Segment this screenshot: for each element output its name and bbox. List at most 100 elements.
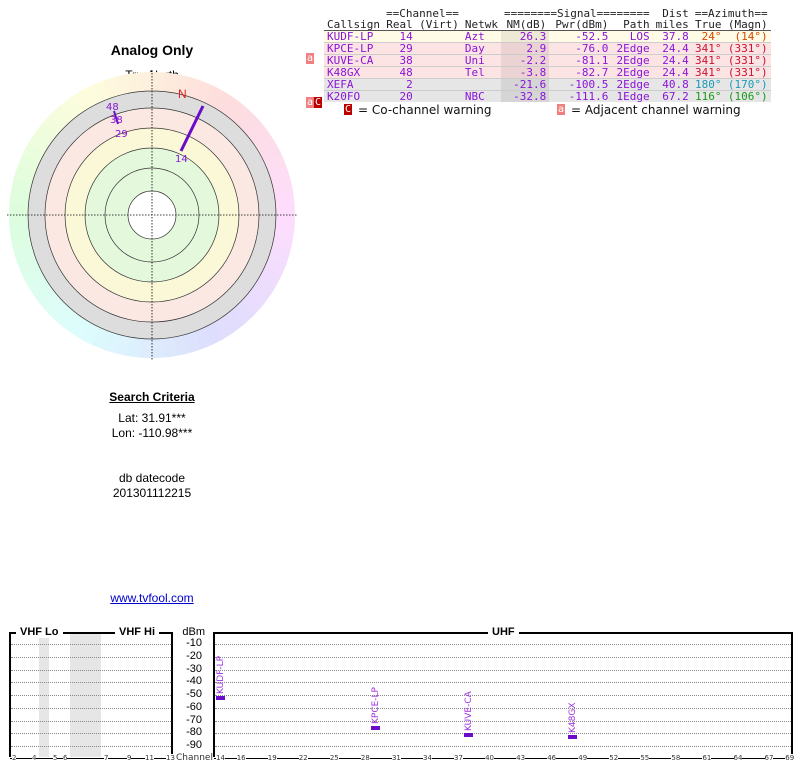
cell-nm: 26.3 [500,30,550,43]
cell-nm: -21.6 [500,78,550,91]
polar-label: 38 [110,115,123,126]
column-header: Real [382,19,416,31]
y-tick-label: -70 [186,713,202,726]
color-ring-segment [239,113,263,137]
cell-path: 2Edge [611,54,653,67]
cell-dist: 24.4 [652,42,692,55]
column-header: NM(dB) [500,19,550,31]
table-row[interactable]: KUDF-LP 14 Azt 26.3 -52.5 LOS 37.8 24° (14°) [324,30,771,43]
gridline [215,733,791,735]
color-ring-segment [22,142,46,163]
tvfool-link[interactable]: www.tvfool.com [110,591,194,605]
channel-tick: 31 [391,754,401,762]
gridline [215,644,791,645]
station-label: KUVE-CA [464,690,475,731]
signal-bar[interactable] [371,726,381,731]
cell-dist: 67.2 [652,90,692,102]
table-row[interactable]: K48GX 48 Tel -3.8 -82.7 2Edge 24.4 341° (331°) [324,66,771,79]
color-ring-segment [127,72,143,93]
cell-real: 38 [382,54,416,67]
color-ring-segment [223,97,245,121]
column-header: Pwr(dBm) [549,19,612,31]
table-row[interactable]: KPCE-LP 29 Day 2.9 -76.0 2Edge 24.4 341° (331°) [324,42,771,55]
color-ring-segment [222,309,244,333]
channel-tick: 67 [764,754,774,762]
co-channel-icon: C [344,104,353,115]
gridline [11,720,171,722]
column-header: (Virt) [415,19,462,31]
color-ring-segment [80,84,101,108]
channel-label: Channel [176,753,213,763]
cell-callsign: K20FO [324,90,383,102]
header-signal: ========Signal======== [503,7,650,20]
color-ring-segment [138,338,152,358]
color-ring-segment [231,105,254,129]
column-header: Netwk [461,19,501,31]
color-ring-segment [230,302,254,326]
adjacent-channel-legend: = Adjacent channel warning [571,103,741,117]
cell-true: 341° [691,42,725,55]
signal-bar[interactable] [567,734,577,739]
channel-tick: 2 [12,754,17,762]
header-dist: Dist [662,7,689,20]
color-ring-segment [34,285,58,307]
channel-tick: 5 [53,754,58,762]
channel-tick: 22 [298,754,308,762]
color-ring-segment [214,91,236,115]
channel-tick: 69 [785,754,795,762]
color-ring-segment [275,202,295,217]
vhf-panel [9,632,173,757]
signal-bar[interactable] [464,732,474,737]
signal-bar[interactable] [216,696,225,701]
search-criteria-title: Search Criteria [109,390,195,404]
table-row[interactable]: KUVE-CA 38 Uni -2.2 -81.1 2Edge 24.4 341° (331°) [324,54,771,67]
color-ring-segment [203,322,224,346]
color-ring-segment [253,132,277,154]
table-row[interactable]: K20FO 20 NBC -32.8 -111.6 1Edge 67.2 116° (106°) [324,90,771,102]
gridline [215,720,791,722]
channel-tick: 37 [454,754,463,762]
cell-virt [415,66,462,79]
cell-path: 2Edge [611,66,653,79]
signal-line-341 [113,110,119,125]
cell-callsign: XEFA [324,78,383,91]
y-tick-label: -80 [186,726,202,739]
color-ring-segment [17,153,41,173]
color-ring-segment [161,337,177,358]
cell-pwr: -111.6 [549,90,612,102]
channel-tick: 7 [104,754,109,762]
gridline [11,669,171,671]
cell-pwr: -52.5 [549,30,612,43]
channel-tick: 9 [127,754,132,762]
adjacent-channel-icon: a [557,104,566,115]
cell-dist: 24.4 [652,66,692,79]
color-ring-segment [28,131,52,153]
cell-netwk: NBC [461,90,501,102]
cell-true: 24° [691,30,725,43]
column-header: (Magn) [724,19,771,31]
cell-magn: (14°) [724,30,771,43]
column-header: Path [611,19,653,31]
table-row[interactable]: XEFA 2 -21.6 -100.5 2Edge 40.8 180° (170°) [324,78,771,91]
north-label: N [178,87,187,101]
channel-tick: 11 [145,754,154,762]
gridline [11,746,171,747]
y-tick-label: -40 [186,675,202,688]
cell-netwk: Tel [461,66,501,79]
color-ring-segment [21,266,45,287]
signal-line-kudf [179,105,205,152]
co-channel-legend: = Co-channel warning [358,103,492,117]
channel-axis [214,758,792,759]
channel-tick: 52 [609,754,619,762]
cell-virt [415,78,462,91]
color-ring-segment [162,72,179,94]
cell-virt [415,90,462,102]
channel-tick: 6 [63,754,68,762]
color-ring-segment [246,286,270,308]
dbm-unit: dBm [182,626,205,638]
color-ring-segment [27,276,51,298]
gridline [11,656,171,658]
channel-tick: 16 [236,754,246,762]
cell-virt [415,54,462,67]
station-label: KUDF-LP [216,656,226,695]
